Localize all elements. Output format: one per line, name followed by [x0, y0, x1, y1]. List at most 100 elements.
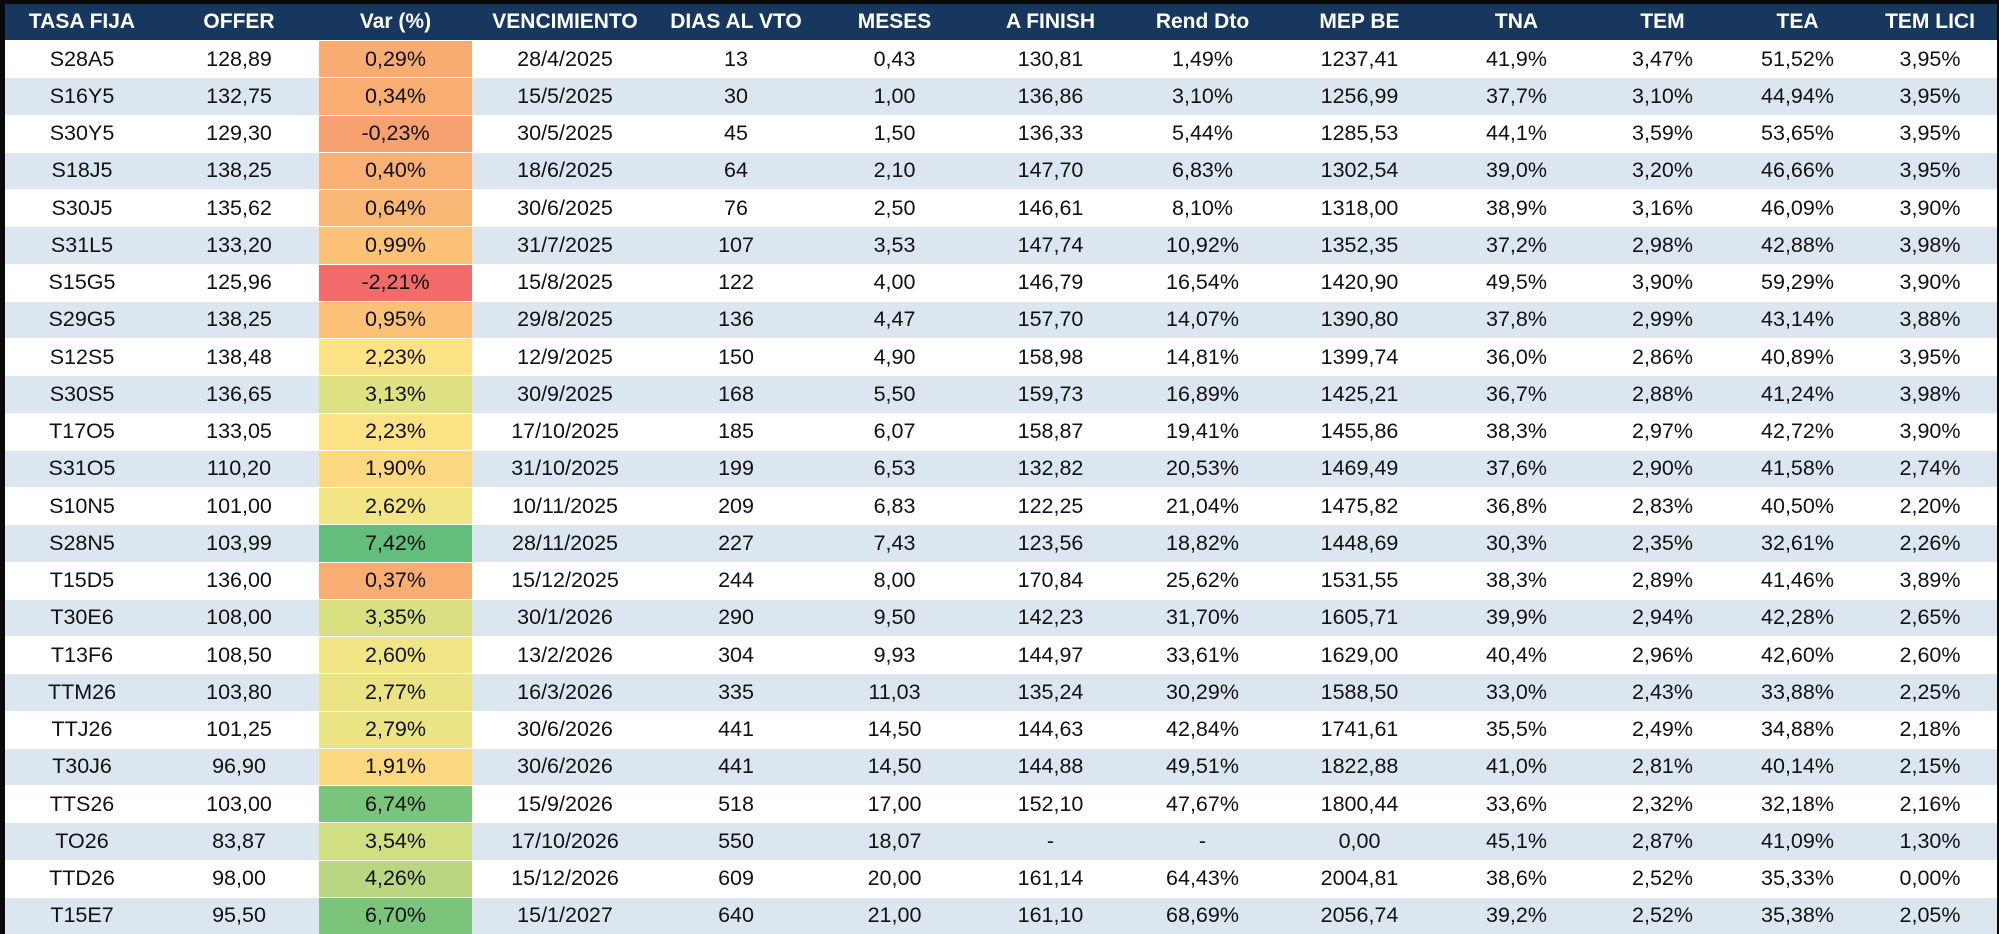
cell-meses[interactable]: 3,53 — [814, 227, 975, 264]
cell-ticker[interactable]: S30Y5 — [5, 115, 159, 152]
cell-tea[interactable]: 41,24% — [1732, 376, 1863, 413]
cell-mep-be[interactable]: 1425,21 — [1279, 376, 1440, 413]
cell-finish[interactable]: 123,56 — [975, 525, 1126, 562]
cell-mep-be[interactable]: 1420,90 — [1279, 264, 1440, 301]
cell-tea[interactable]: 33,88% — [1732, 674, 1863, 711]
cell-finish[interactable]: 161,14 — [975, 860, 1126, 897]
cell-finish[interactable]: 144,88 — [975, 748, 1126, 785]
cell-mep-be[interactable]: 1237,41 — [1279, 41, 1440, 78]
cell-dias[interactable]: 550 — [658, 823, 814, 860]
cell-offer[interactable]: 138,25 — [159, 152, 319, 189]
cell-offer[interactable]: 108,50 — [159, 637, 319, 674]
cell-meses[interactable]: 6,83 — [814, 488, 975, 525]
cell-var[interactable]: 6,70% — [319, 897, 472, 934]
cell-tea[interactable]: 43,14% — [1732, 301, 1863, 338]
cell-tem-lici[interactable]: 2,60% — [1863, 637, 1997, 674]
cell-vencimiento[interactable]: 30/6/2025 — [472, 190, 658, 227]
column-header-a-finish[interactable]: A FINISH — [975, 4, 1126, 41]
cell-ticker[interactable]: T13F6 — [5, 637, 159, 674]
cell-rend-dto[interactable]: 1,49% — [1126, 41, 1279, 78]
cell-meses[interactable]: 4,90 — [814, 339, 975, 376]
cell-rend-dto[interactable]: 33,61% — [1126, 637, 1279, 674]
cell-tem-lici[interactable]: 2,16% — [1863, 786, 1997, 823]
cell-dias[interactable]: 122 — [658, 264, 814, 301]
column-header-tem-lici[interactable]: TEM LICI — [1863, 4, 1997, 41]
cell-dias[interactable]: 290 — [658, 599, 814, 636]
column-header-offer[interactable]: OFFER — [159, 4, 319, 41]
column-header-var[interactable]: Var (%) — [319, 4, 472, 41]
cell-tna[interactable]: 33,6% — [1440, 786, 1593, 823]
column-header-rend-dto[interactable]: Rend Dto — [1126, 4, 1279, 41]
cell-tem-lici[interactable]: 3,98% — [1863, 376, 1997, 413]
cell-tna[interactable]: 39,0% — [1440, 152, 1593, 189]
cell-offer[interactable]: 98,00 — [159, 860, 319, 897]
cell-finish[interactable]: 161,10 — [975, 897, 1126, 934]
cell-finish[interactable]: 136,86 — [975, 78, 1126, 115]
cell-ticker[interactable]: TTD26 — [5, 860, 159, 897]
cell-tea[interactable]: 40,14% — [1732, 748, 1863, 785]
cell-tem-lici[interactable]: 3,95% — [1863, 115, 1997, 152]
cell-rend-dto[interactable]: 6,83% — [1126, 152, 1279, 189]
cell-tem-lici[interactable]: 3,95% — [1863, 41, 1997, 78]
column-header-mep-be[interactable]: MEP BE — [1279, 4, 1440, 41]
cell-dias[interactable]: 199 — [658, 450, 814, 487]
cell-tna[interactable]: 37,2% — [1440, 227, 1593, 264]
cell-offer[interactable]: 103,00 — [159, 786, 319, 823]
cell-tem[interactable]: 2,88% — [1593, 376, 1732, 413]
cell-ticker[interactable]: TTM26 — [5, 674, 159, 711]
cell-tem[interactable]: 2,96% — [1593, 637, 1732, 674]
cell-meses[interactable]: 9,93 — [814, 637, 975, 674]
cell-tna[interactable]: 40,4% — [1440, 637, 1593, 674]
cell-dias[interactable]: 244 — [658, 562, 814, 599]
cell-var[interactable]: 1,91% — [319, 748, 472, 785]
cell-tea[interactable]: 46,66% — [1732, 152, 1863, 189]
cell-finish[interactable]: 146,79 — [975, 264, 1126, 301]
cell-ticker[interactable]: S10N5 — [5, 488, 159, 525]
cell-tem[interactable]: 3,20% — [1593, 152, 1732, 189]
cell-rend-dto[interactable]: 49,51% — [1126, 748, 1279, 785]
cell-tea[interactable]: 42,72% — [1732, 413, 1863, 450]
cell-var[interactable]: 0,64% — [319, 190, 472, 227]
cell-meses[interactable]: 18,07 — [814, 823, 975, 860]
cell-tem-lici[interactable]: 2,20% — [1863, 488, 1997, 525]
cell-meses[interactable]: 11,03 — [814, 674, 975, 711]
cell-dias[interactable]: 441 — [658, 748, 814, 785]
cell-tem[interactable]: 2,98% — [1593, 227, 1732, 264]
cell-tem[interactable]: 2,99% — [1593, 301, 1732, 338]
cell-meses[interactable]: 0,43 — [814, 41, 975, 78]
cell-offer[interactable]: 136,65 — [159, 376, 319, 413]
cell-ticker[interactable]: T30J6 — [5, 748, 159, 785]
cell-tea[interactable]: 44,94% — [1732, 78, 1863, 115]
cell-offer[interactable]: 108,00 — [159, 599, 319, 636]
cell-tea[interactable]: 41,46% — [1732, 562, 1863, 599]
cell-finish[interactable]: 132,82 — [975, 450, 1126, 487]
cell-mep-be[interactable]: 1448,69 — [1279, 525, 1440, 562]
cell-tem[interactable]: 2,32% — [1593, 786, 1732, 823]
cell-var[interactable]: 3,35% — [319, 599, 472, 636]
cell-tna[interactable]: 39,2% — [1440, 897, 1593, 934]
cell-dias[interactable]: 640 — [658, 897, 814, 934]
cell-tem[interactable]: 2,89% — [1593, 562, 1732, 599]
cell-dias[interactable]: 185 — [658, 413, 814, 450]
cell-rend-dto[interactable]: 30,29% — [1126, 674, 1279, 711]
cell-ticker[interactable]: T15E7 — [5, 897, 159, 934]
cell-tem[interactable]: 2,43% — [1593, 674, 1732, 711]
cell-finish[interactable]: - — [975, 823, 1126, 860]
cell-mep-be[interactable]: 1352,35 — [1279, 227, 1440, 264]
cell-tna[interactable]: 38,3% — [1440, 562, 1593, 599]
cell-meses[interactable]: 6,07 — [814, 413, 975, 450]
cell-tem-lici[interactable]: 0,00% — [1863, 860, 1997, 897]
cell-tna[interactable]: 49,5% — [1440, 264, 1593, 301]
cell-tem-lici[interactable]: 2,74% — [1863, 450, 1997, 487]
cell-vencimiento[interactable]: 12/9/2025 — [472, 339, 658, 376]
cell-var[interactable]: 0,29% — [319, 41, 472, 78]
cell-rend-dto[interactable]: 18,82% — [1126, 525, 1279, 562]
cell-offer[interactable]: 101,25 — [159, 711, 319, 748]
cell-offer[interactable]: 83,87 — [159, 823, 319, 860]
cell-finish[interactable]: 144,97 — [975, 637, 1126, 674]
